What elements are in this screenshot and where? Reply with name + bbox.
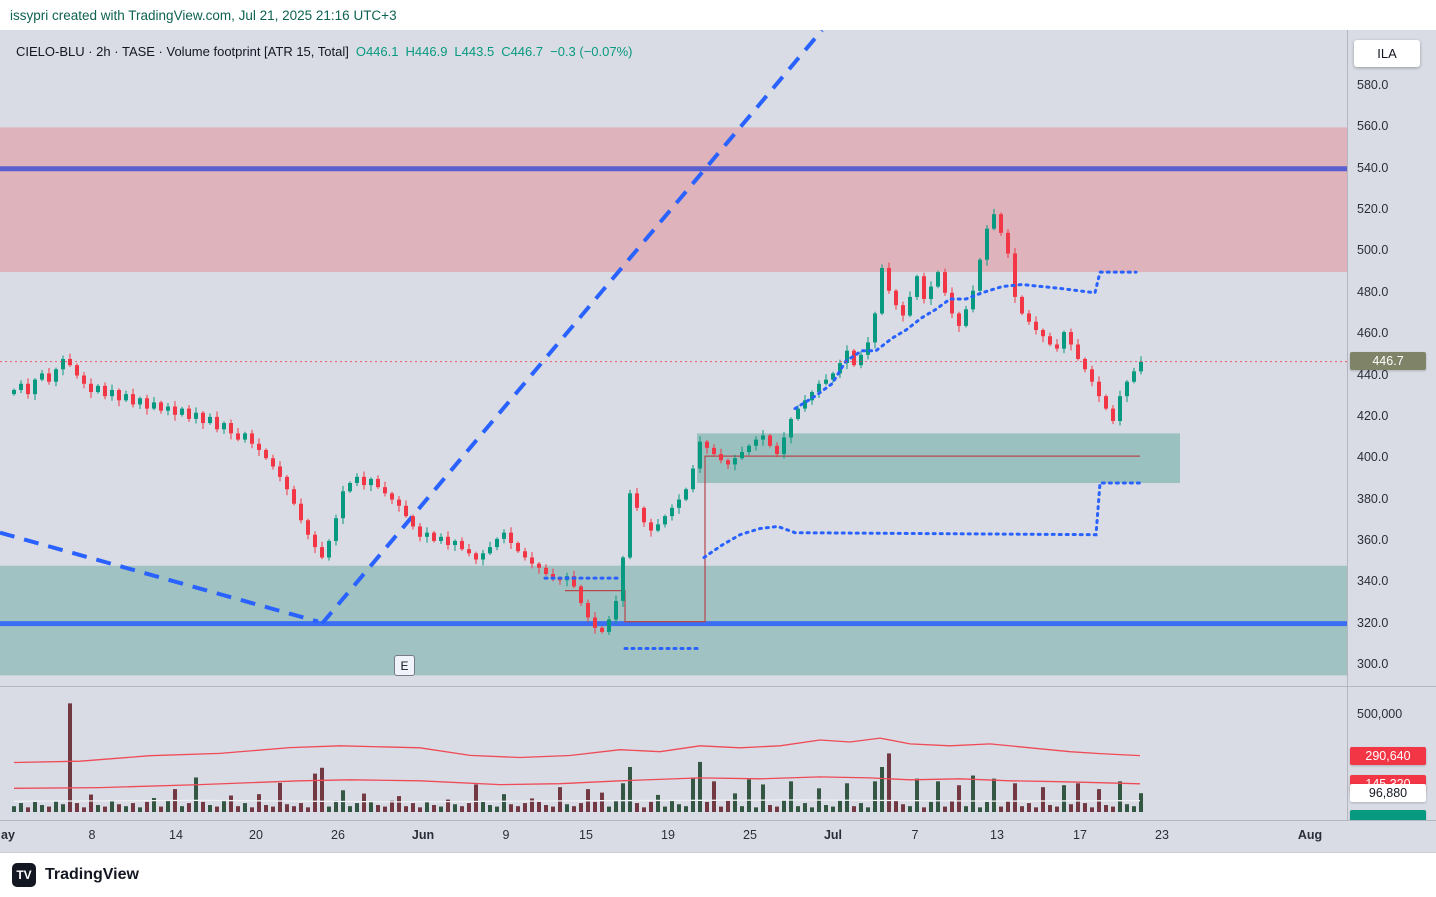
time-tick-label: 9 [502,828,510,842]
volume-layer [12,703,1143,812]
attribution-text: issypri created with TradingView.com, Ju… [10,7,397,23]
ohlc-low: L443.5 [454,44,495,59]
price-tick-label: 300.0 [1357,657,1389,671]
volume-tick-label: 500,000 [1357,707,1403,721]
time-tick-label: Aug [1297,828,1323,842]
price-tick-label: 440.0 [1357,367,1389,382]
price-tick-label: 340.0 [1357,574,1389,589]
bands-layer [0,127,1347,676]
time-tick-label: 20 [249,828,263,842]
symbol-title: CIELO-BLU · 2h · TASE · Volume footprint… [16,44,349,59]
ticker-badge: ILA [1354,40,1420,67]
price-tick-label: 320.0 [1357,615,1389,630]
ohlc-high: H446.9 [405,44,448,59]
attribution-bar: issypri created with TradingView.com, Ju… [0,0,1436,30]
time-axis[interactable]: ay 8 14 20 26 Jun 9 15 19 25 Jul 7 13 17 23 Aug [0,820,1436,852]
time-tick-label: 25 [743,828,757,842]
time-tick-label: 15 [579,828,593,842]
time-tick-label: 14 [169,828,183,842]
price-tick-label: 540.0 [1357,160,1389,175]
price-axis[interactable]: ILA 580.0 560.0 540.0 520.0 500.0 480.0 460.0 4… [1348,30,1436,820]
time-tick-label: 23 [1155,828,1169,842]
time-tick-label: 7 [911,828,919,842]
price-tick-label: 360.0 [1357,532,1389,547]
volume-value-badge: 96,880 [1350,784,1426,803]
ohlc-open: O446.1 [355,44,399,59]
axis-separator [1347,30,1348,820]
chart-canvas[interactable] [0,30,1347,820]
time-tick-label: Jun [411,828,435,842]
last-price-badge: 446.7 [1350,351,1426,370]
price-tick-label: 520.0 [1357,202,1389,217]
chart-area[interactable]: CIELO-BLU · 2h · TASE · Volume footprint… [0,30,1436,852]
time-tick-label: 19 [661,828,675,842]
tradingview-logo[interactable]: TV [12,863,36,887]
price-tick-label: 480.0 [1357,284,1389,299]
time-tick-label: Jul [823,828,843,842]
time-tick-label: 17 [1073,828,1087,842]
ohlc-change: −0.3 (−0.07%) [550,44,633,59]
time-tick-label: 13 [990,828,1004,842]
pane-separator[interactable] [0,686,1436,687]
tradingview-brand[interactable]: TradingView [45,866,139,883]
price-tick-label: 420.0 [1357,408,1389,423]
price-tick-label: 580.0 [1357,78,1389,92]
price-tick-label: 460.0 [1357,326,1389,341]
time-tick-label: 26 [331,828,345,842]
volume-value-badge: 290,640 [1350,746,1426,765]
ohlc-close: C446.7 [501,44,544,59]
chart-legend: CIELO-BLU · 2h · TASE · Volume footprint… [16,44,633,59]
price-tick-label: 380.0 [1357,491,1389,506]
lines-layer [0,30,1347,627]
time-tick-label: ay [1,828,15,842]
overlay-layer [0,270,1347,650]
price-tick-label: 500.0 [1357,243,1389,258]
earnings-marker[interactable]: E [394,655,415,676]
price-tick-label: 560.0 [1357,119,1389,134]
footer-bar: TV TradingView [0,852,1436,897]
candles-layer [12,208,1143,636]
price-tick-label: 400.0 [1357,450,1389,465]
volume-value-badge [1350,810,1426,820]
time-tick-label: 8 [88,828,96,842]
